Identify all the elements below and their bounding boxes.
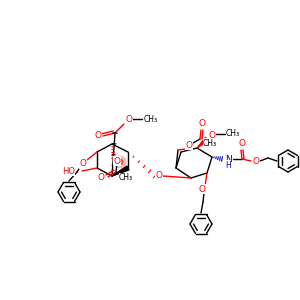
Text: CH₃: CH₃ xyxy=(144,115,158,124)
Text: O: O xyxy=(185,140,193,149)
Polygon shape xyxy=(112,166,129,176)
Text: O: O xyxy=(113,157,121,166)
Circle shape xyxy=(114,156,126,168)
Polygon shape xyxy=(197,137,208,148)
Text: N: N xyxy=(225,154,231,164)
Text: H: H xyxy=(225,160,231,169)
Text: O: O xyxy=(199,184,206,194)
Text: O: O xyxy=(98,173,104,182)
Text: CH₃: CH₃ xyxy=(119,173,133,182)
Text: O: O xyxy=(199,119,206,128)
Circle shape xyxy=(117,159,123,165)
Text: CH₃: CH₃ xyxy=(203,139,217,148)
Text: O: O xyxy=(155,172,163,181)
Text: O: O xyxy=(238,140,245,148)
Text: O: O xyxy=(80,160,86,169)
Text: HO: HO xyxy=(62,167,75,176)
Text: O: O xyxy=(125,116,133,124)
Text: CH₃: CH₃ xyxy=(226,130,240,139)
Text: O: O xyxy=(253,158,260,166)
Text: O: O xyxy=(94,130,101,140)
Text: O: O xyxy=(208,130,215,140)
